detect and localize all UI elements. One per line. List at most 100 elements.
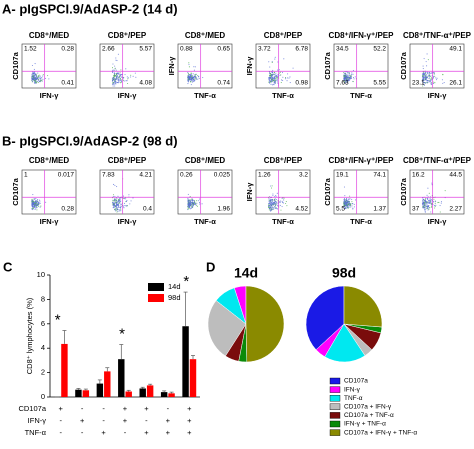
event-dot	[112, 194, 115, 196]
event-dot	[129, 203, 131, 205]
event-dot	[426, 202, 428, 204]
event-dot	[116, 74, 118, 77]
event-dot	[429, 202, 431, 204]
event-dot	[433, 81, 435, 83]
event-dot	[36, 80, 38, 83]
event-dot	[430, 206, 432, 208]
event-dot	[425, 78, 427, 80]
event-dot	[39, 78, 41, 80]
event-dot	[40, 79, 42, 81]
event-dot	[274, 205, 277, 207]
event-dot	[275, 203, 277, 205]
event-dot	[116, 211, 118, 213]
legend-label: CD107a	[344, 378, 368, 385]
event-dot	[430, 75, 432, 77]
event-dot	[193, 66, 195, 68]
event-dot	[435, 204, 437, 206]
event-dot	[120, 69, 122, 71]
event-dot	[274, 76, 276, 78]
event-dot	[125, 200, 128, 203]
row-sign: -	[102, 416, 105, 425]
event-dot	[132, 197, 134, 199]
row-sign: -	[81, 428, 84, 437]
event-dot	[112, 204, 114, 207]
event-dot	[116, 81, 118, 83]
y-tick-label: 0	[41, 392, 45, 401]
event-dot	[114, 208, 116, 210]
event-dot	[423, 79, 425, 81]
event-dot	[42, 78, 44, 80]
event-dot	[268, 198, 270, 200]
event-dot	[433, 72, 435, 75]
event-dot	[188, 73, 190, 75]
event-dot	[118, 81, 120, 83]
event-dot	[190, 207, 192, 209]
event-dot	[115, 209, 117, 211]
event-dot	[425, 71, 427, 74]
event-dot	[347, 204, 349, 207]
x-axis-label: TNF-α	[272, 91, 294, 100]
event-dot	[190, 74, 192, 76]
event-dot	[192, 206, 194, 208]
event-dot	[433, 82, 435, 84]
event-dot	[269, 206, 271, 208]
event-dot	[119, 202, 121, 204]
quadrant-percent: 19.1	[336, 172, 349, 179]
event-dot	[34, 79, 36, 81]
event-dot	[349, 74, 351, 77]
bar	[189, 359, 197, 397]
event-dot	[198, 201, 201, 204]
event-dot	[271, 185, 273, 187]
event-dot	[34, 76, 36, 78]
x-axis-label: IFN-γ	[40, 91, 60, 100]
event-dot	[427, 59, 429, 61]
event-dot	[42, 75, 44, 77]
row-label: CD107a	[18, 404, 46, 413]
event-dot	[430, 199, 432, 201]
event-dot	[421, 80, 424, 82]
legend-swatch	[329, 377, 341, 385]
event-dot	[193, 79, 195, 81]
event-dot	[191, 205, 193, 207]
event-dot	[274, 74, 276, 76]
event-dot	[119, 73, 121, 75]
event-dot	[187, 198, 189, 200]
y-axis-label: IFN-γ	[245, 182, 254, 202]
event-dot	[187, 74, 189, 76]
event-dot	[429, 207, 431, 209]
event-dot	[428, 201, 430, 203]
event-dot	[425, 61, 427, 63]
event-dot	[189, 76, 191, 78]
event-dot	[280, 200, 282, 202]
legend-swatch	[329, 420, 341, 428]
event-dot	[115, 83, 117, 85]
event-dot	[130, 74, 132, 76]
event-dot	[189, 78, 191, 80]
quadrant-percent: 0.26	[180, 172, 193, 179]
event-dot	[353, 206, 355, 208]
event-dot	[349, 204, 352, 206]
event-dot	[198, 198, 200, 200]
event-dot	[117, 77, 119, 80]
event-dot	[130, 200, 132, 202]
event-dot	[113, 73, 115, 75]
event-dot	[34, 74, 36, 76]
event-dot	[36, 209, 38, 211]
event-dot	[37, 203, 39, 205]
row-sign: +	[144, 428, 149, 437]
event-dot	[422, 204, 424, 206]
event-dot	[277, 61, 279, 63]
event-dot	[347, 74, 349, 76]
event-dot	[128, 194, 130, 196]
event-dot	[423, 74, 425, 76]
event-dot	[116, 185, 118, 188]
event-dot	[352, 73, 354, 75]
event-dot	[189, 201, 191, 204]
bar	[168, 393, 175, 397]
event-dot	[280, 74, 282, 76]
event-dot	[345, 79, 347, 81]
y-axis-label: CD107a	[323, 177, 332, 205]
event-dot	[38, 75, 40, 77]
event-dot	[430, 80, 432, 82]
event-dot	[38, 78, 40, 81]
